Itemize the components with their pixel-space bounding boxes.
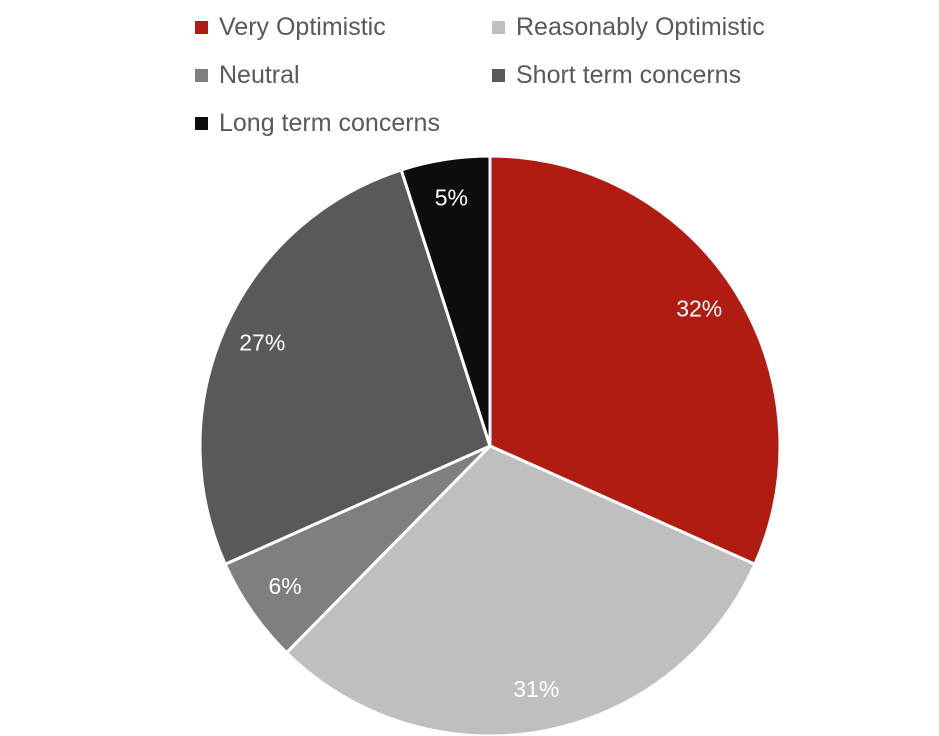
legend-swatch bbox=[195, 117, 208, 130]
legend-label: Very Optimistic bbox=[219, 13, 386, 41]
legend-label: Reasonably Optimistic bbox=[516, 13, 765, 41]
legend-item-very-optimistic: Very Optimistic bbox=[195, 13, 386, 42]
data-label: 32% bbox=[676, 295, 722, 321]
legend-swatch bbox=[195, 69, 208, 82]
pie-slice-short-term-concerns bbox=[198, 168, 492, 566]
legend-swatch bbox=[492, 21, 505, 34]
data-label: 5% bbox=[435, 185, 468, 211]
legend-label: Short term concerns bbox=[516, 61, 742, 89]
pie-slice-reasonably-optimistic bbox=[285, 444, 757, 736]
data-label: 6% bbox=[268, 573, 301, 599]
pie-slice-very-optimistic bbox=[488, 154, 782, 566]
legend-swatch bbox=[492, 69, 505, 82]
legend-label: Long term concerns bbox=[219, 109, 440, 137]
legend-item-long-term-concerns: Long term concerns bbox=[195, 109, 440, 138]
legend-item-short-term-concerns: Short term concerns bbox=[492, 61, 741, 90]
pie-slice-long-term-concerns bbox=[399, 154, 492, 448]
legend-label: Neutral bbox=[219, 61, 300, 89]
legend-swatch bbox=[195, 21, 208, 34]
data-label: 27% bbox=[239, 329, 285, 355]
legend-item-neutral: Neutral bbox=[195, 61, 300, 90]
data-label: 31% bbox=[513, 676, 559, 702]
legend-item-reasonably-optimistic: Reasonably Optimistic bbox=[492, 13, 765, 42]
